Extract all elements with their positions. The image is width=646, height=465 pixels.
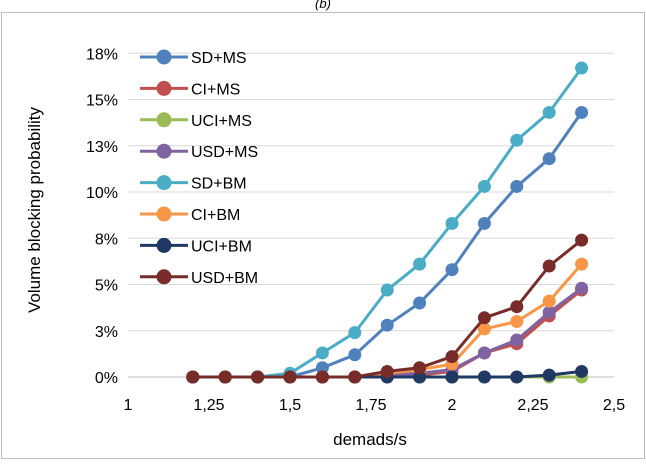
data-point (218, 370, 232, 384)
data-point (315, 361, 329, 375)
data-point (413, 296, 427, 310)
legend-label: UCI+MS (191, 113, 252, 130)
legend-item: CI+BM (140, 206, 240, 224)
data-point (380, 318, 394, 332)
data-point (510, 333, 524, 347)
data-point (575, 105, 589, 119)
y-tick-label: 13% (86, 139, 118, 156)
legend-label: SD+BM (191, 176, 247, 193)
legend-label: CI+BM (191, 207, 240, 224)
x-tick-label: 2,25 (517, 397, 548, 414)
legend-swatch-marker (156, 49, 172, 65)
data-point (348, 326, 362, 340)
data-point (510, 179, 524, 193)
series-usd-bm (186, 233, 589, 384)
legend-swatch-marker (156, 269, 172, 285)
legend-swatch-marker (156, 206, 172, 222)
legend-item: SD+MS (140, 49, 247, 67)
data-point (542, 368, 556, 382)
x-axis-label: demads/s (333, 430, 407, 449)
x-tick-label: 2,5 (603, 397, 625, 414)
data-point (380, 364, 394, 378)
data-point (477, 322, 491, 336)
legend-swatch-marker (156, 175, 172, 191)
data-point (315, 346, 329, 360)
legend-item: CI+MS (140, 80, 240, 98)
legend-label: USD+BM (191, 270, 258, 287)
panel-label: (b) (315, 0, 331, 11)
x-tick-label: 1 (124, 397, 133, 414)
data-point (283, 370, 297, 384)
data-point (445, 216, 459, 230)
y-tick-label: 0% (95, 370, 118, 387)
data-point (477, 346, 491, 360)
data-point (510, 370, 524, 384)
legend-item: UCI+MS (140, 112, 252, 130)
chart-area-border (1, 12, 645, 459)
x-tick-label: 1,25 (193, 397, 224, 414)
series-group (186, 61, 589, 384)
y-axis-label: Volume blocking probability (25, 106, 44, 313)
data-point (575, 364, 589, 378)
data-point (477, 216, 491, 230)
data-point (445, 263, 459, 277)
data-point (575, 233, 589, 247)
y-tick-label: 5% (95, 278, 118, 295)
data-point (413, 370, 427, 384)
legend-swatch-marker (156, 237, 172, 253)
data-point (477, 370, 491, 384)
x-tick-label: 1,5 (279, 397, 301, 414)
data-point (315, 370, 329, 384)
data-point (575, 257, 589, 271)
legend-swatch-marker (156, 80, 172, 96)
x-tick-label: 2 (448, 397, 457, 414)
data-point (477, 179, 491, 193)
data-point (477, 311, 491, 325)
data-point (413, 361, 427, 375)
x-tick-label: 1,75 (355, 397, 386, 414)
data-point (251, 370, 265, 384)
data-point (348, 348, 362, 362)
y-tick-label: 3% (95, 324, 118, 341)
data-point (380, 283, 394, 297)
legend-item: USD+MS (140, 143, 258, 161)
y-tick-label: 15% (86, 93, 118, 110)
legend: SD+MS CI+MS UCI+MS USD+MS SD+BM CI+BM UCI+BM US… (140, 49, 258, 287)
data-point (575, 61, 589, 75)
legend-item: USD+BM (140, 269, 258, 287)
legend-item: UCI+BM (140, 237, 252, 255)
y-tick-label: 8% (95, 231, 118, 248)
data-point (348, 370, 362, 384)
y-tick-label: 10% (86, 185, 118, 202)
legend-label: SD+MS (191, 50, 247, 67)
data-point (510, 133, 524, 147)
data-point (186, 370, 200, 384)
data-point (445, 350, 459, 364)
legend-item: SD+BM (140, 175, 247, 193)
data-point (542, 259, 556, 273)
data-point (445, 370, 459, 384)
legend-swatch-marker (156, 112, 172, 128)
data-point (510, 300, 524, 314)
legend-swatch-marker (156, 143, 172, 159)
legend-label: CI+MS (191, 81, 240, 98)
data-point (413, 257, 427, 271)
y-tick-label: 18% (86, 46, 118, 63)
data-point (542, 152, 556, 166)
data-point (542, 105, 556, 119)
legend-label: UCI+BM (191, 238, 252, 255)
data-point (542, 294, 556, 308)
data-point (575, 281, 589, 295)
legend-label: USD+MS (191, 144, 258, 161)
data-point (542, 305, 556, 319)
data-point (510, 315, 524, 328)
